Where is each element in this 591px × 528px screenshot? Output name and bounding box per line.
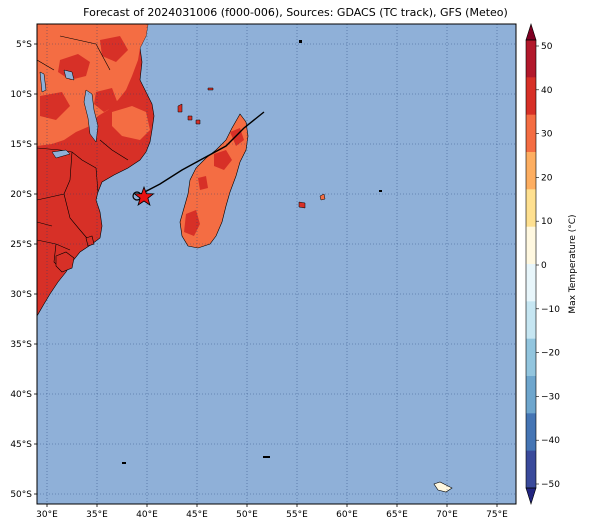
map-frame <box>36 23 517 505</box>
colorbar-band <box>526 413 536 452</box>
islet-2 <box>299 40 302 43</box>
colorbar-tick-label: 30 <box>541 130 553 140</box>
lat-tick-label: 25°S <box>10 240 32 250</box>
reunion-island <box>298 201 306 209</box>
comoros-3 <box>195 119 201 125</box>
colorbar-band <box>526 77 536 116</box>
lake-tanganyika <box>39 71 47 93</box>
colorbar-tick-label: −20 <box>541 349 560 359</box>
tick-marks <box>34 43 498 507</box>
madagascar-red-patch-4 <box>198 176 208 190</box>
colorbar-band <box>526 376 536 414</box>
colorbar-band <box>526 450 536 489</box>
colorbar-tick-label: −10 <box>541 305 560 315</box>
gridlines <box>37 24 516 504</box>
kerguelen-islands <box>433 481 453 493</box>
lat-tick-label: 15°S <box>10 140 32 150</box>
lat-tick-label: 10°S <box>10 90 32 100</box>
lon-tick-label: 50°E <box>236 510 258 520</box>
lon-tick-label: 35°E <box>86 510 108 520</box>
lat-tick-label: 35°S <box>10 340 32 350</box>
colorbar-tick-label: 50 <box>541 42 553 52</box>
madagascar-red-patch-3 <box>230 128 244 146</box>
lon-tick-label: 55°E <box>286 510 308 520</box>
colorbar-band <box>526 264 536 302</box>
colorbar-bottom-extension <box>525 487 537 506</box>
colorbar-band <box>526 152 536 190</box>
lake-malawi <box>83 89 99 143</box>
colorbar-band <box>526 338 536 377</box>
lat-tick-label: 30°S <box>10 290 32 300</box>
lon-tick-label: 70°E <box>436 510 458 520</box>
lesotho-outline <box>55 251 75 273</box>
colorbar-band <box>526 189 536 228</box>
islet-1 <box>207 87 214 91</box>
map-title: Forecast of 2024031006 (f000-006), Sourc… <box>83 6 508 19</box>
colorbar-band <box>526 114 536 153</box>
colorbar-tick-label: 20 <box>541 173 553 183</box>
rodrigues-island <box>379 190 382 192</box>
africa-red-patch-2 <box>100 36 128 62</box>
colorbar-band <box>526 226 536 265</box>
lon-tick-label: 40°E <box>136 510 158 520</box>
lon-tick-label: 75°E <box>486 510 508 520</box>
colorbar-tick-label: −40 <box>541 436 560 446</box>
colorbar-tick-label: −30 <box>541 392 560 402</box>
crozet-islet <box>122 462 126 464</box>
prince-edward-islet <box>263 456 270 458</box>
colorbar-label: Max Temperature (°C) <box>568 214 578 313</box>
colorbar-tick-label: 40 <box>541 86 553 96</box>
mauritius-island <box>319 193 326 201</box>
comoros-2 <box>187 115 193 121</box>
madagascar-red-patch-2 <box>184 210 200 236</box>
colorbar-tick-label: 0 <box>541 261 547 271</box>
lat-tick-label: 40°S <box>10 390 32 400</box>
lat-tick-label: 20°S <box>10 190 32 200</box>
lat-tick-label: 45°S <box>10 440 32 450</box>
lake-kariba <box>51 149 71 159</box>
colorbar-tick-label: −50 <box>541 480 560 490</box>
comoros-1 <box>177 103 183 113</box>
lon-tick-label: 65°E <box>386 510 408 520</box>
madagascar-red-patch-1 <box>214 150 232 170</box>
lat-tick-label: 5°S <box>16 40 32 50</box>
colorbar: 50 40 30 20 10 0 −10 −20 −30 −40 −50 Max Temperatu… <box>525 22 578 506</box>
tc-track-line <box>136 111 265 197</box>
lon-tick-label: 60°E <box>336 510 358 520</box>
lat-tick-label: 50°S <box>10 490 32 500</box>
lake-small <box>63 69 75 81</box>
africa-orange-patch-1 <box>112 106 150 140</box>
africa-red-patch-3 <box>40 92 70 120</box>
colorbar-top-extension <box>525 22 537 41</box>
lon-tick-label: 30°E <box>36 510 58 520</box>
colorbar-tick-label: 10 <box>541 217 553 227</box>
colorbar-band <box>526 40 536 78</box>
colorbar-band <box>526 301 536 340</box>
colorbar-frame <box>525 39 537 489</box>
lon-tick-label: 45°E <box>186 510 208 520</box>
storm-position-star-icon <box>133 185 155 206</box>
